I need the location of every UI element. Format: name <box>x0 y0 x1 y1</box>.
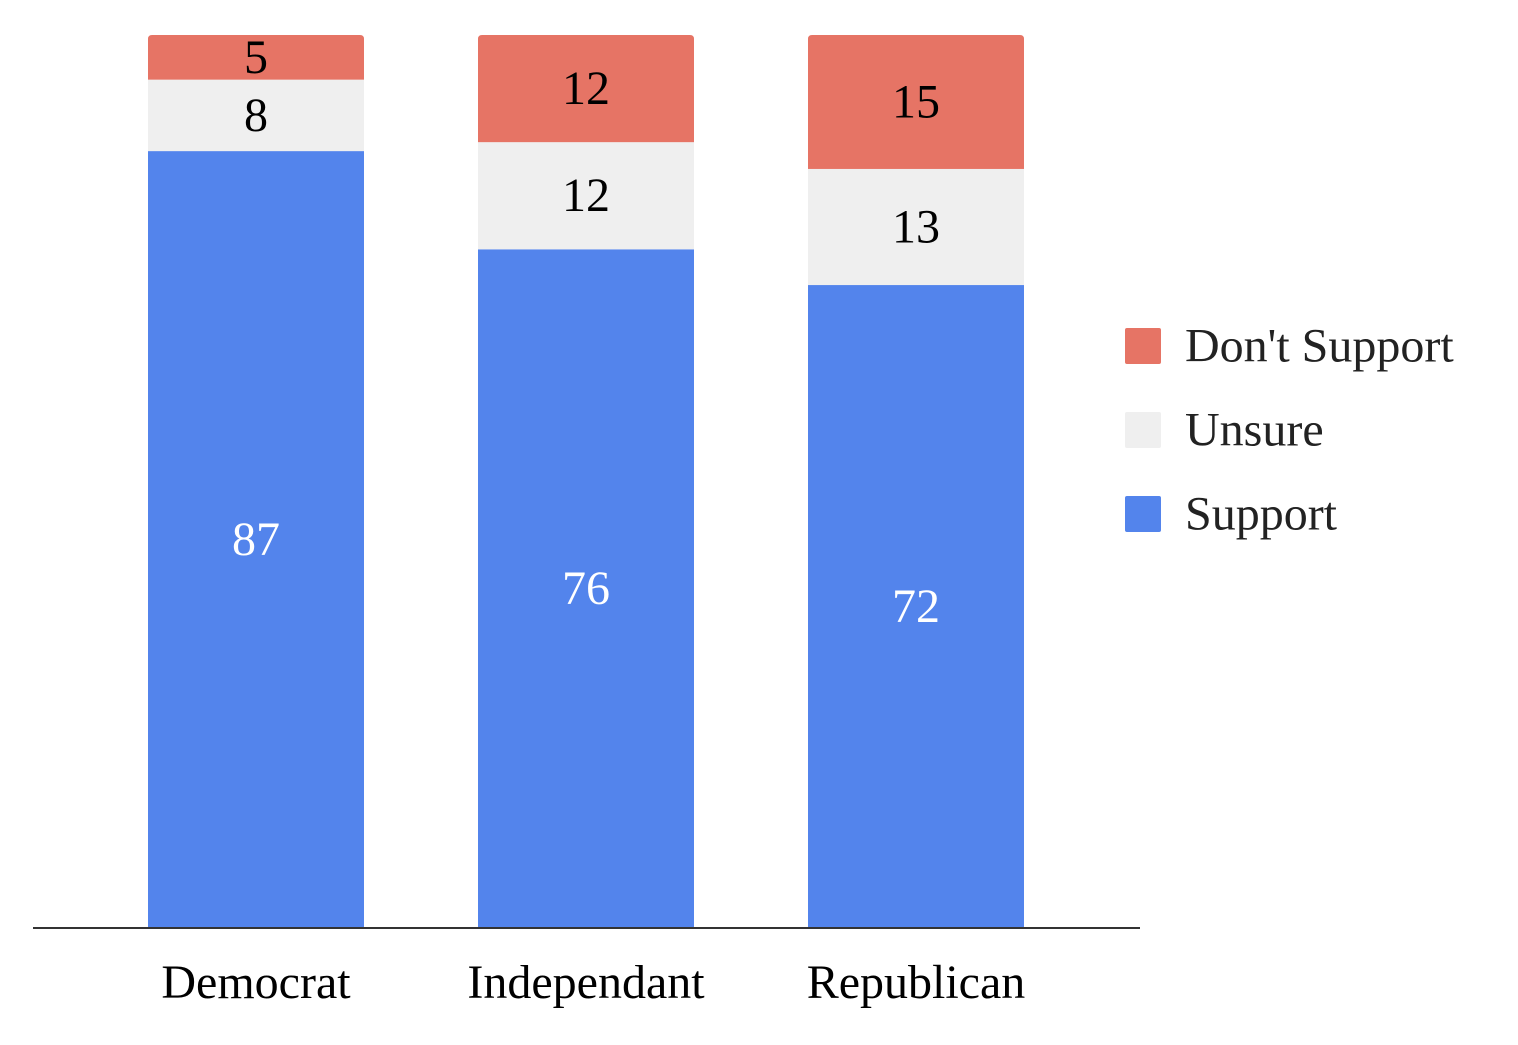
bar-segment-democrat-don-t-support[interactable] <box>148 35 364 80</box>
x-tick-label-independant: Independant <box>467 956 705 1009</box>
bar-segment-democrat-unsure[interactable] <box>148 79 364 152</box>
data-label-republican-unsure: 13 <box>892 200 940 253</box>
bar-stack-republican <box>808 35 1024 928</box>
data-label-democrat-support: 87 <box>232 513 280 566</box>
legend-label-support: Support <box>1185 488 1338 541</box>
legend-label-unsure: Unsure <box>1185 404 1324 457</box>
data-label-independant-support: 76 <box>562 562 610 615</box>
bar-stack-democrat <box>148 35 364 928</box>
x-tick-label-republican: Republican <box>807 956 1026 1009</box>
bar-segment-independant-don-t-support[interactable] <box>478 35 694 143</box>
bar-stack-independant <box>478 35 694 928</box>
bar-segment-republican-unsure[interactable] <box>808 168 1024 286</box>
legend-label-don-t-support: Don't Support <box>1185 320 1454 373</box>
data-label-democrat-unsure: 8 <box>244 89 268 142</box>
legend-swatch-don-t-support <box>1125 328 1161 364</box>
bar-segment-independant-support[interactable] <box>478 249 694 928</box>
data-label-democrat-don-t-support: 5 <box>244 31 268 84</box>
legend-swatch-unsure <box>1125 412 1161 448</box>
data-label-republican-don-t-support: 15 <box>892 75 940 128</box>
bar-segment-republican-support[interactable] <box>808 285 1024 928</box>
legend-item-unsure[interactable]: Unsure <box>1125 404 1324 457</box>
data-labels-layer: 87 85 76 12 12 72 13 15 <box>232 31 940 633</box>
bar-segment-independant-unsure[interactable] <box>478 142 694 250</box>
legend-item-don-t-support[interactable]: Don't Support <box>1125 320 1454 373</box>
legend-item-support[interactable]: Support <box>1125 488 1338 541</box>
x-tick-labels: Democrat Independant Republican <box>161 956 1025 1009</box>
bar-segment-republican-don-t-support[interactable] <box>808 35 1024 169</box>
x-tick-label-democrat: Democrat <box>161 956 351 1009</box>
bar-segment-democrat-support[interactable] <box>148 151 364 928</box>
legend-swatch-support <box>1125 496 1161 532</box>
data-label-independant-don-t-support: 12 <box>562 62 610 115</box>
bars-layer <box>148 35 1024 928</box>
data-label-independant-unsure: 12 <box>562 169 610 222</box>
legend[interactable]: Don't Support Unsure Support <box>1125 320 1454 541</box>
data-label-republican-support: 72 <box>892 580 940 633</box>
